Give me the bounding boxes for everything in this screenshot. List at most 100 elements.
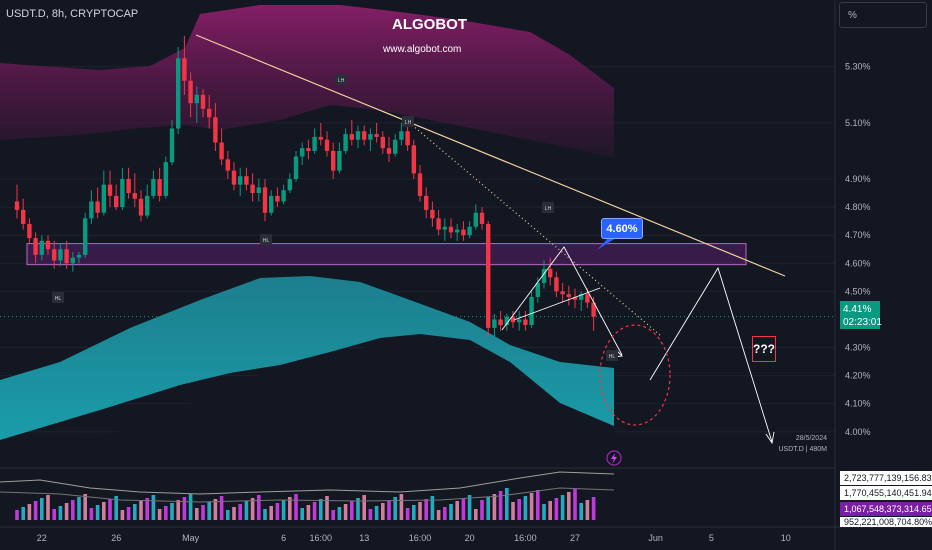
candle-body-70 — [448, 226, 454, 233]
volume-bar-66 — [424, 499, 428, 520]
volume-bar-29 — [195, 508, 199, 520]
candle-body-55 — [355, 131, 361, 140]
candle-body-0 — [14, 201, 20, 210]
candle-body-21 — [145, 195, 150, 216]
candle-body-75 — [479, 212, 485, 224]
volume-bar-25 — [170, 503, 174, 520]
x-tick-label-7: 20 — [465, 533, 475, 543]
candle-body-4 — [39, 240, 44, 255]
volume-bar-71 — [455, 501, 459, 520]
volume-bar-90 — [573, 489, 577, 520]
x-tick-label-2: May — [182, 533, 200, 543]
candle-body-90 — [572, 296, 578, 300]
y-tick-label-4: 4.70% — [845, 230, 871, 240]
volume-bar-40 — [263, 509, 267, 520]
volume-bar-44 — [288, 497, 292, 520]
candle-body-60 — [386, 148, 392, 154]
volume-bar-86 — [548, 501, 552, 520]
symbol-title: USDT.D, 8h, CRYPTOCAP — [6, 8, 139, 20]
swing-marker-label-5: HL — [609, 354, 616, 360]
candle-body-61 — [393, 139, 398, 154]
candle-body-56 — [362, 131, 367, 140]
volume-bar-50 — [325, 496, 329, 520]
candle-body-46 — [300, 148, 305, 157]
swing-marker-label-4: HL — [55, 296, 62, 302]
swing-marker-bg-4 — [52, 292, 64, 303]
volume-bar-2 — [27, 504, 32, 520]
candle-body-76 — [486, 223, 491, 328]
volume-bar-18 — [126, 507, 131, 520]
y-tick-label-1: 5.10% — [845, 118, 871, 128]
lightning-icon — [606, 450, 622, 466]
candle-body-65 — [417, 173, 423, 196]
last-price-value: 4.41% — [843, 304, 872, 315]
candle-body-71 — [455, 229, 460, 233]
candle-body-68 — [436, 218, 441, 230]
question-box: ??? — [752, 336, 776, 362]
candle-body-67 — [430, 209, 435, 219]
volume-bar-53 — [343, 504, 348, 520]
candle-body-10 — [76, 254, 82, 258]
volume-bar-82 — [523, 496, 528, 520]
candle-body-2 — [27, 223, 32, 238]
candle-body-57 — [368, 134, 373, 140]
x-tick-label-11: 5 — [709, 533, 714, 543]
volume-bar-68 — [436, 510, 441, 520]
candle-body-47 — [306, 148, 311, 151]
volume-bar-91 — [579, 503, 583, 520]
lightning-bolt — [611, 453, 617, 464]
candle-body-23 — [157, 179, 162, 196]
swing-marker-label-0: LH — [338, 78, 345, 84]
candle-body-37 — [244, 176, 249, 185]
candle-body-81 — [517, 319, 522, 323]
candle-body-17 — [120, 179, 125, 208]
projection-path — [649, 266, 773, 443]
volume-bar-10 — [77, 497, 81, 520]
volume-bar-64 — [412, 505, 416, 520]
volume-bar-7 — [58, 506, 63, 520]
brand-website: www.algobot.com — [383, 44, 462, 55]
volume-bar-22 — [151, 495, 156, 520]
volume-bar-61 — [393, 497, 397, 520]
volume-bar-58 — [374, 506, 379, 520]
candle-body-12 — [89, 201, 94, 219]
series-label: USDT.D | 480M — [778, 446, 828, 453]
candle-body-74 — [473, 212, 478, 227]
volume-bar-77 — [492, 494, 497, 520]
candle-body-35 — [231, 170, 237, 185]
volume-bar-9 — [71, 500, 75, 520]
candle-body-93 — [591, 302, 596, 317]
candle-body-5 — [45, 240, 51, 250]
volume-bar-5 — [46, 495, 50, 520]
candle-body-49 — [318, 136, 323, 140]
volume-bar-4 — [40, 498, 44, 520]
callout-pointer — [597, 238, 616, 250]
candle-body-52 — [337, 150, 342, 171]
volume-bar-16 — [114, 496, 118, 520]
candle-body-84 — [535, 282, 540, 297]
volume-bar-56 — [362, 495, 366, 520]
swing-marker-bg-2 — [402, 116, 414, 127]
candle-body-29 — [194, 94, 199, 104]
x-tick-label-3: 6 — [281, 533, 286, 543]
volume-bar-19 — [133, 504, 137, 520]
volume-bar-49 — [319, 499, 323, 520]
candle-body-73 — [467, 226, 472, 236]
candle-body-45 — [293, 156, 299, 180]
candle-body-13 — [95, 201, 100, 213]
candle-body-34 — [225, 159, 230, 171]
candle-body-89 — [566, 294, 571, 297]
volume-bar-31 — [207, 502, 211, 520]
volume-bar-92 — [585, 500, 590, 520]
candle-body-64 — [411, 145, 416, 174]
y-tick-label-7: 4.30% — [845, 343, 871, 353]
scale-mode-button[interactable]: % — [839, 2, 927, 28]
volume-bar-62 — [399, 494, 404, 520]
y-tick-label-2: 4.90% — [845, 174, 871, 184]
volume-value-2: 1,770,455,140,451.94% — [840, 486, 932, 500]
volume-bar-60 — [387, 500, 391, 520]
candle-body-38 — [250, 184, 255, 194]
candle-body-31 — [207, 108, 212, 118]
candle-body-86 — [548, 268, 553, 278]
